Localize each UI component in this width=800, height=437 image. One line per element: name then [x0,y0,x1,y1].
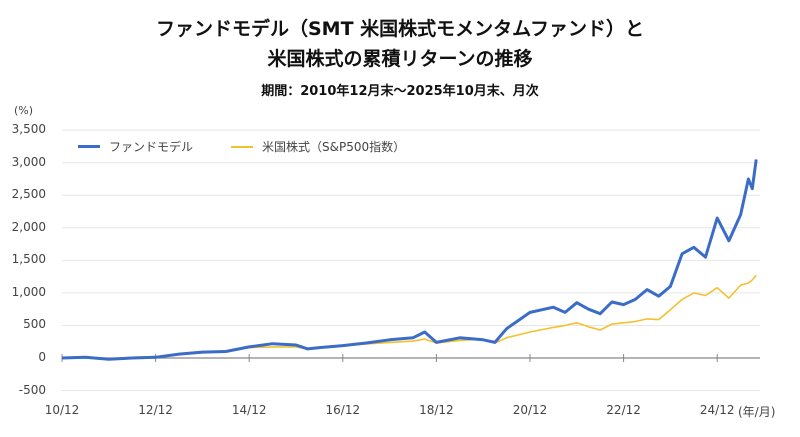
x-tick-label: 14/12 [231,403,267,417]
x-tick-label: 22/12 [606,403,641,417]
y-tick-label: 2,500 [11,187,46,202]
legend-item-us-equity: 米国株式（S&P500指数） [231,138,405,155]
x-axis-unit: (年/月) [738,405,776,419]
x-tick-label: 20/12 [512,403,548,417]
x-tick-label: 16/12 [325,403,361,417]
legend-item-fund-model: ファンドモデル [78,138,193,155]
x-tick-label: 18/12 [419,403,454,417]
legend: ファンドモデル 米国株式（S&P500指数） [78,138,443,155]
y-tick-label: 3,500 [11,122,46,137]
legend-label-us-equity: 米国株式（S&P500指数） [262,140,406,154]
legend-swatch-us-equity [231,145,254,148]
x-tick-label: 12/12 [138,403,173,417]
y-axis-unit: (%) [14,104,34,117]
series-line-us-equity [61,274,757,360]
chart-title-line2: 米国株式の累積リターンの推移 [267,48,533,70]
chart-subtitle: 期間：2010年12月末～2025年10月末、月次 [261,84,539,99]
y-tick-label: 1,500 [11,252,46,267]
x-tick-label: 10/12 [44,403,80,417]
y-tick-label: -500 [18,382,46,397]
y-tick-label: 500 [23,317,46,332]
y-tick-label: 0 [38,350,46,364]
chart-title-line1: ファンドモデル（SMT 米国株式モメンタムファンド）と [155,18,645,40]
series-line-fund-model [61,159,758,361]
x-tick-label: 24/12 [699,403,735,417]
y-tick-label: 2,000 [11,219,46,234]
y-tick-label: 3,000 [11,154,46,169]
y-tick-label: 1,000 [11,284,46,299]
legend-swatch-fund-model [78,145,100,148]
legend-label-fund-model: ファンドモデル [109,140,194,154]
